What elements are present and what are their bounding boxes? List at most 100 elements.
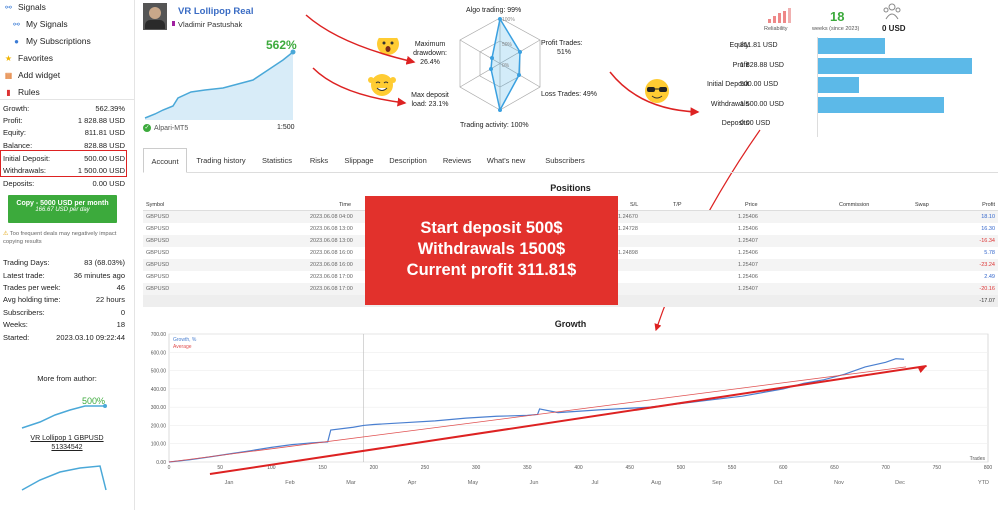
callout-line-1: Start deposit 500$ bbox=[420, 219, 563, 237]
tab-reviews[interactable]: Reviews bbox=[442, 156, 472, 165]
sidebar-item-label: Rules bbox=[18, 87, 40, 97]
annotation-trend-arrow bbox=[209, 365, 927, 475]
bar-value: 0.00 USD bbox=[740, 120, 771, 127]
bar-fill bbox=[817, 38, 886, 54]
tab-trading-history[interactable]: Trading history bbox=[196, 156, 246, 165]
bar-axis bbox=[817, 37, 818, 137]
x-axis-end-label: Trades bbox=[970, 456, 986, 462]
copy-button-sublabel: 166.67 USD per day bbox=[35, 207, 90, 213]
sidebar-item-rules[interactable]: ▮ Rules bbox=[4, 87, 40, 97]
y-tick-label: 300.00 bbox=[151, 405, 167, 411]
bar-fill bbox=[817, 96, 945, 113]
author-card-name[interactable]: VR Lollipop 1 GBPUSD bbox=[30, 435, 104, 442]
widget-icon: ▦ bbox=[4, 70, 13, 80]
sidebar-item-label: Signals bbox=[18, 2, 46, 12]
reliability-label: Reliability bbox=[764, 26, 788, 32]
cell-time: 2023.06.08 16:00 bbox=[310, 250, 353, 256]
sidebar-item-label: My Subscriptions bbox=[26, 36, 91, 46]
broker-name: Alpari-MT5 bbox=[154, 124, 189, 132]
bar-label: Initial Deposit bbox=[706, 81, 749, 88]
sidebar-item-favorites[interactable]: ★ Favorites bbox=[4, 53, 53, 63]
positions-title: Positions bbox=[550, 183, 591, 193]
cell-time: 2023.06.08 13:00 bbox=[310, 226, 353, 232]
radar-tick-50: 50% bbox=[502, 42, 513, 48]
sidebar-item-label: Add widget bbox=[18, 70, 61, 80]
copy-warning-text: Too frequent deals may negatively impact… bbox=[3, 231, 117, 245]
bar-row: Deposits 0.00 USD bbox=[672, 116, 992, 132]
weeks-label: weeks (since 2023) bbox=[812, 26, 860, 32]
divider bbox=[0, 99, 134, 100]
month-label: Nov bbox=[834, 480, 844, 486]
stat-latest-trade: Latest trade: 36 minutes ago bbox=[3, 271, 125, 280]
x-tick-label: 650 bbox=[830, 465, 839, 471]
annotation-callout: Start deposit 500$ Withdrawals 1500$ Cur… bbox=[365, 196, 618, 305]
x-tick-label: 350 bbox=[523, 465, 532, 471]
tab-account[interactable]: Account bbox=[143, 148, 187, 173]
month-label: Mar bbox=[346, 480, 356, 486]
stat-weeks: Weeks: 18 bbox=[3, 320, 125, 329]
col-sl: S/L bbox=[630, 202, 639, 208]
y-tick-label: 700.00 bbox=[151, 332, 167, 338]
x-tick-label: 450 bbox=[626, 465, 635, 471]
sidebar-item-my-subscriptions[interactable]: ● My Subscriptions bbox=[12, 36, 91, 46]
signal-name-link[interactable]: VR Lollipop Real bbox=[178, 6, 254, 17]
tab-description[interactable]: Description bbox=[389, 156, 427, 165]
cell-profit: -20.16 bbox=[979, 286, 995, 292]
growth-chart[interactable]: 0.00 100.00 200.00 300.00 400.00 500.00 600.00… bbox=[143, 328, 999, 490]
author-name[interactable]: Vladimir Pastushak bbox=[178, 20, 243, 29]
y-tick-label: 500.00 bbox=[151, 369, 167, 375]
author-card-sparkline-2[interactable] bbox=[20, 462, 110, 492]
radar-tick-100: 100% bbox=[502, 17, 515, 23]
tab-statistics[interactable]: Statistics bbox=[261, 156, 292, 165]
cell-symbol: GBPUSD bbox=[146, 226, 170, 232]
left-sidebar: ⚯ Signals ⚯ My Signals ● My Subscription… bbox=[0, 0, 135, 510]
signal-icon: ⚯ bbox=[5, 2, 12, 12]
bar-row: Withdrawals 1 500.00 USD bbox=[672, 96, 992, 113]
month-label: Sep bbox=[712, 480, 722, 486]
cell-symbol: GBPUSD bbox=[146, 214, 170, 220]
cell-profit: 5.78 bbox=[984, 250, 995, 256]
cell-time: 2023.06.08 04:00 bbox=[310, 214, 353, 220]
month-label: Jan bbox=[225, 480, 234, 486]
growth-title: Growth bbox=[554, 319, 587, 329]
stat-trades-per-week: Trades per week: 46 bbox=[3, 283, 125, 292]
header-growth-sparkline[interactable] bbox=[143, 48, 298, 120]
cell-symbol: GBPUSD bbox=[146, 238, 170, 244]
sidebar-item-label: My Signals bbox=[26, 19, 68, 29]
author-card-sparkline[interactable] bbox=[20, 400, 110, 430]
bar-label: Deposits bbox=[721, 120, 749, 127]
stat-trading-days: Trading Days: 83 (68.03%) bbox=[3, 258, 125, 267]
tab-slippage[interactable]: Slippage bbox=[344, 156, 374, 165]
cell-price: 1.25407 bbox=[738, 262, 758, 268]
avatar[interactable] bbox=[143, 3, 167, 30]
happy-emoji-icon bbox=[368, 74, 396, 96]
col-symbol: Symbol bbox=[146, 202, 165, 208]
month-label: Aug bbox=[651, 480, 661, 486]
cell-price: 1.25406 bbox=[738, 274, 758, 280]
tab-subscribers[interactable]: Subscribers bbox=[545, 156, 585, 165]
sidebar-item-signals[interactable]: ⚯ Signals bbox=[4, 2, 46, 12]
month-label: Apr bbox=[408, 480, 417, 486]
author-card-id[interactable]: 51334542 bbox=[51, 444, 83, 451]
sidebar-item-add-widget[interactable]: ▦ Add widget bbox=[4, 70, 60, 80]
broker-info[interactable]: ✓ Alpari-MT5 bbox=[143, 124, 188, 132]
author-card-growth: 500% bbox=[82, 396, 106, 406]
cell-profit: 2.49 bbox=[984, 274, 995, 280]
radar-label-algo: Algo trading: 99% bbox=[466, 7, 522, 14]
month-label: Jul bbox=[591, 480, 598, 486]
cell-sl: 1.24728 bbox=[618, 226, 638, 232]
cell-symbol: GBPUSD bbox=[146, 250, 170, 256]
sidebar-item-my-signals[interactable]: ⚯ My Signals bbox=[12, 19, 68, 29]
callout-line-3: Current profit 311.81$ bbox=[406, 261, 577, 279]
subscribers-icon bbox=[883, 3, 901, 20]
star-icon: ★ bbox=[4, 53, 13, 63]
series-line-growth bbox=[168, 358, 905, 463]
radar-chart: 100% 50% 0% bbox=[459, 16, 541, 113]
col-time: Time bbox=[339, 202, 352, 208]
tab-whats-new[interactable]: What's new bbox=[486, 156, 526, 165]
x-tick-label: 150 bbox=[318, 465, 327, 471]
y-tick-label: 200.00 bbox=[151, 423, 167, 429]
copy-button[interactable]: Copy - 5000 USD per month 166.67 USD per… bbox=[8, 195, 117, 223]
bar-row: Profit 1 828.88 USD bbox=[672, 57, 992, 74]
tab-risks[interactable]: Risks bbox=[309, 156, 329, 165]
